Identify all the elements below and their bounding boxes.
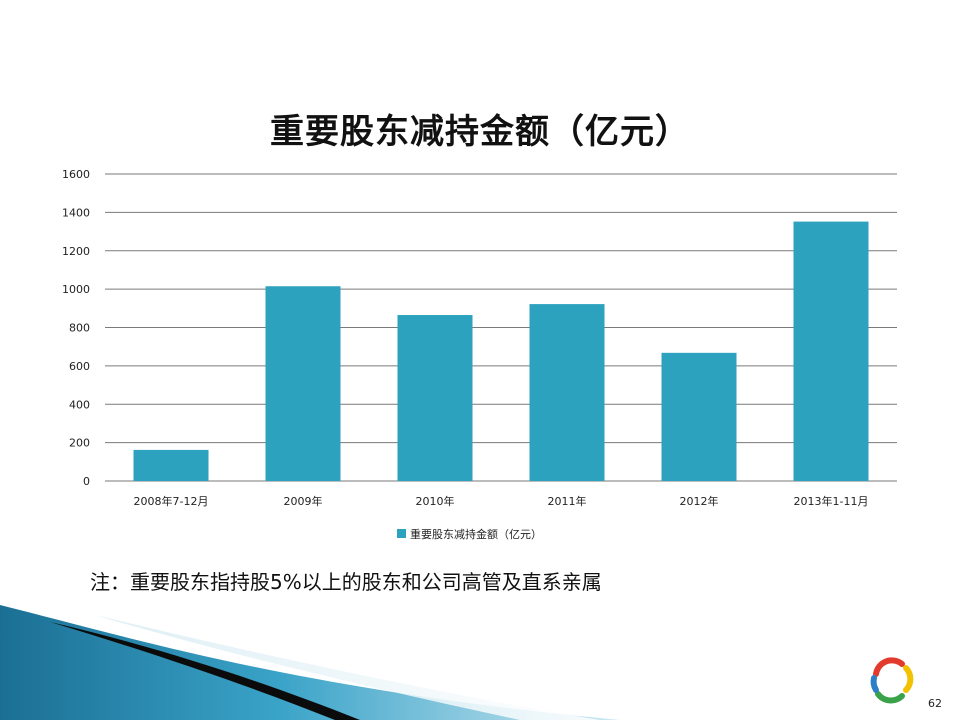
y-tick-label: 1000 bbox=[62, 283, 90, 296]
x-axis-ticks: 2008年7-12月 2009年 2010年 2011年 2012年 2013年1-11月 bbox=[134, 494, 869, 508]
company-logo-icon bbox=[870, 657, 914, 704]
bar bbox=[397, 315, 473, 481]
bar bbox=[793, 221, 869, 481]
bar bbox=[661, 352, 737, 481]
bar bbox=[133, 449, 209, 481]
y-tick-label: 800 bbox=[69, 322, 90, 335]
gridlines bbox=[105, 173, 897, 482]
logo-green-arc bbox=[875, 691, 905, 704]
x-tick-label: 2011年 bbox=[548, 494, 587, 508]
dark-swoosh-shape bbox=[50, 622, 360, 720]
logo-yellow-arc bbox=[903, 665, 914, 693]
x-tick-label: 2010年 bbox=[416, 494, 455, 508]
x-tick-label: 2013年1-11月 bbox=[794, 494, 869, 508]
y-tick-label: 0 bbox=[83, 475, 90, 488]
bar bbox=[265, 286, 341, 481]
page-number: 62 bbox=[928, 697, 942, 710]
legend-label: 重要股东减持金额（亿元） bbox=[410, 527, 542, 541]
logo-blue-arc bbox=[870, 675, 879, 693]
blue-swoosh-shape bbox=[0, 605, 620, 720]
chart-title: 重要股东减持金额（亿元） bbox=[270, 112, 690, 152]
x-tick-label: 2009年 bbox=[284, 494, 323, 508]
y-tick-label: 200 bbox=[69, 437, 90, 450]
logo-red-arc bbox=[873, 657, 905, 677]
y-tick-label: 1200 bbox=[62, 245, 90, 258]
y-tick-label: 600 bbox=[69, 360, 90, 373]
legend: 重要股东减持金额（亿元） bbox=[397, 527, 542, 541]
x-tick-label: 2012年 bbox=[680, 494, 719, 508]
y-tick-label: 1400 bbox=[62, 206, 90, 219]
bar bbox=[529, 304, 605, 481]
bar-chart: 0 200 400 600 800 1000 1200 1400 1600 2008年7-12月… bbox=[62, 168, 897, 541]
y-tick-label: 400 bbox=[69, 398, 90, 411]
x-tick-label: 2008年7-12月 bbox=[134, 494, 209, 508]
y-axis-ticks: 0 200 400 600 800 1000 1200 1400 1600 bbox=[62, 168, 90, 488]
bars bbox=[133, 221, 869, 481]
footnote: 注：重要股东指持股5%以上的股东和公司高管及直系亲属 bbox=[90, 570, 602, 594]
legend-swatch bbox=[397, 529, 406, 538]
y-tick-label: 1600 bbox=[62, 168, 90, 181]
